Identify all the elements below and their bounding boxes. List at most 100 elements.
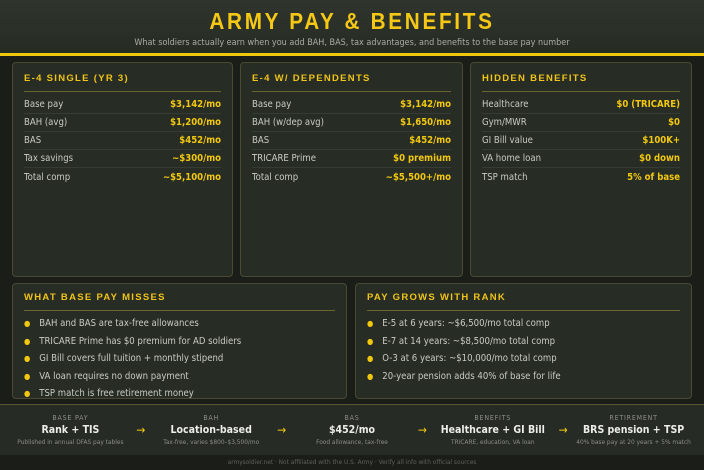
- stat-value: $0: [668, 117, 680, 128]
- stat-value: $0 (TRICARE): [616, 99, 680, 110]
- step-sub: TRICARE, education, VA loan: [451, 438, 535, 446]
- list-item: ● E-7 at 14 years: ~$8,500/mo total comp: [367, 333, 680, 351]
- stat-row: BAH (w/dep avg) $1,650/mo: [252, 114, 451, 132]
- pay-flow: BASE PAY Rank + TIS Published in annual DF…: [0, 404, 704, 455]
- stat-row: VA home loan $0 down: [482, 150, 680, 168]
- stat-row: Base pay $3,142/mo: [252, 96, 451, 114]
- stat-label: BAS: [24, 135, 42, 146]
- stat-row: BAH (avg) $1,200/mo: [24, 114, 221, 132]
- stat-value: $3,142/mo: [400, 99, 451, 110]
- stat-label: BAH (avg): [24, 117, 68, 128]
- card-title: HIDDEN BENEFITS: [482, 73, 680, 92]
- step-kicker: BENEFITS: [474, 414, 512, 422]
- list-item: ● BAH and BAS are tax-free allowances: [24, 315, 335, 333]
- stat-row: TSP match 5% of base: [482, 168, 680, 186]
- bullet-icon: ●: [367, 354, 374, 364]
- accent-divider: [0, 53, 704, 56]
- step-sub: Published in annual DFAS pay tables: [17, 438, 124, 446]
- step-kicker: RETIREMENT: [609, 414, 658, 422]
- bullet-icon: ●: [24, 354, 31, 364]
- stat-label: Healthcare: [482, 99, 529, 110]
- stat-label: Tax savings: [24, 153, 74, 164]
- list-item-text: E-5 at 6 years: ~$6,500/mo total comp: [382, 318, 550, 330]
- list-card-1: PAY GROWS WITH RANK ● E-5 at 6 years: ~$6,…: [355, 283, 692, 399]
- stat-value: $0 down: [639, 153, 680, 164]
- card-2: HIDDEN BENEFITS Healthcare $0 (TRICARE) Gym…: [470, 62, 692, 277]
- flow-step: BAS $452/mo Food allowance, tax-free: [292, 414, 413, 446]
- header: ARMY PAY & BENEFITS What soldiers actual…: [0, 0, 704, 53]
- bullet-icon: ●: [367, 319, 374, 329]
- stat-label: GI Bill value: [482, 135, 533, 146]
- page-subtitle: What soldiers actually earn when you add…: [134, 38, 570, 48]
- list-item: ● O-3 at 6 years: ~$10,000/mo total comp: [367, 350, 680, 368]
- stat-row: GI Bill value $100K+: [482, 132, 680, 150]
- bullet-icon: ●: [24, 371, 31, 381]
- stat-value: $1,200/mo: [170, 117, 221, 128]
- flow-step: BENEFITS Healthcare + GI Bill TRICARE, edu…: [432, 414, 553, 446]
- list-item: ● 20-year pension adds 40% of base for li…: [367, 368, 680, 386]
- list-card-0: WHAT BASE PAY MISSES ● BAH and BAS are tax…: [12, 283, 347, 399]
- list-item-text: GI Bill covers full tuition + monthly st…: [39, 353, 224, 365]
- stat-row: Total comp ~$5,500+/mo: [252, 168, 451, 186]
- stat-row: Healthcare $0 (TRICARE): [482, 96, 680, 114]
- step-sub: Tax-free, varies $800–$3,500/mo: [163, 438, 260, 446]
- list-item-text: O-3 at 6 years: ~$10,000/mo total comp: [382, 353, 557, 365]
- stat-value: $0 premium: [393, 153, 451, 164]
- card-title: PAY GROWS WITH RANK: [367, 292, 680, 311]
- stat-value: $1,650/mo: [400, 117, 451, 128]
- list-item-text: BAH and BAS are tax-free allowances: [39, 318, 199, 330]
- flow-step: RETIREMENT BRS pension + TSP 40% base pay …: [573, 414, 694, 446]
- card-title: WHAT BASE PAY MISSES: [24, 292, 335, 311]
- card-title: E-4 SINGLE (YR 3): [24, 73, 221, 92]
- page-title: ARMY PAY & BENEFITS: [209, 8, 495, 34]
- stat-value: $100K+: [642, 135, 680, 146]
- list-item-text: 20-year pension adds 40% of base for lif…: [382, 370, 561, 382]
- stat-row: BAS $452/mo: [24, 132, 221, 150]
- list-item: ● GI Bill covers full tuition + monthly s…: [24, 350, 335, 368]
- stat-label: Gym/MWR: [482, 117, 527, 128]
- step-sub: 40% base pay at 20 years + 5% match: [576, 438, 691, 446]
- stat-row: TRICARE Prime $0 premium: [252, 150, 451, 168]
- bullet-icon: ●: [367, 336, 374, 346]
- stat-label: VA home loan: [482, 153, 541, 164]
- step-sub: Food allowance, tax-free: [316, 438, 388, 446]
- footer-note: armysoldier.net · Not affiliated with th…: [227, 458, 477, 466]
- flow-step: BAH Location-based Tax-free, varies $800–$…: [151, 414, 272, 446]
- stat-label: BAH (w/dep avg): [252, 117, 324, 128]
- stat-row: Base pay $3,142/mo: [24, 96, 221, 114]
- flow-step: BASE PAY Rank + TIS Published in annual DF…: [10, 414, 131, 446]
- stat-label: Total comp: [24, 171, 71, 183]
- arrow-right-icon: →: [558, 423, 568, 437]
- stat-label: TSP match: [482, 171, 528, 183]
- stat-value: $452/mo: [179, 135, 221, 146]
- stat-label: BAS: [252, 135, 270, 146]
- card-title: E-4 W/ DEPENDENTS: [252, 73, 451, 92]
- arrow-right-icon: →: [277, 423, 287, 437]
- step-kicker: BAH: [203, 414, 220, 422]
- stat-label: Base pay: [252, 99, 292, 110]
- step-main: $452/mo: [328, 424, 376, 436]
- arrow-right-icon: →: [417, 423, 427, 437]
- stat-value: $3,142/mo: [170, 99, 221, 110]
- bullet-icon: ●: [24, 319, 31, 329]
- stat-label: Total comp: [252, 171, 299, 183]
- bullet-icon: ●: [24, 336, 31, 346]
- arrow-right-icon: →: [136, 423, 146, 437]
- card-0: E-4 SINGLE (YR 3) Base pay $3,142/mo BAH (a…: [12, 62, 233, 277]
- step-main: Healthcare + GI Bill: [440, 424, 545, 436]
- stat-value: 5% of base: [627, 171, 680, 183]
- bullet-icon: ●: [367, 371, 374, 381]
- step-main: Location-based: [170, 424, 252, 436]
- card-1: E-4 W/ DEPENDENTS Base pay $3,142/mo BAH (w…: [240, 62, 463, 277]
- list-item: ● E-5 at 6 years: ~$6,500/mo total comp: [367, 315, 680, 333]
- stat-row: Gym/MWR $0: [482, 114, 680, 132]
- stat-label: Base pay: [24, 99, 64, 110]
- list-item: ● TSP match is free retirement money: [24, 385, 335, 403]
- list-item-text: E-7 at 14 years: ~$8,500/mo total comp: [382, 335, 556, 347]
- stat-row: BAS $452/mo: [252, 132, 451, 150]
- list-item-text: VA loan requires no down payment: [39, 370, 189, 382]
- step-main: BRS pension + TSP: [582, 424, 685, 436]
- bullet-icon: ●: [24, 389, 31, 399]
- stat-value: ~$5,500+/mo: [385, 171, 451, 183]
- stat-row: Total comp ~$5,100/mo: [24, 168, 221, 186]
